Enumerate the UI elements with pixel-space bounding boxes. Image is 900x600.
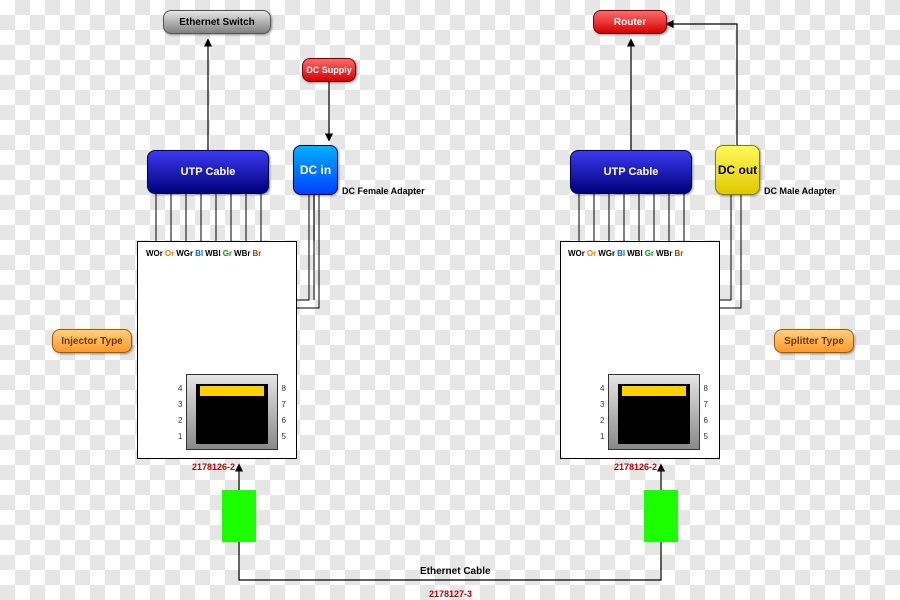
node-dc-out: DC out [715,145,760,195]
node-dc-supply: DC Supply [302,58,356,82]
label-dc-male-adapter: DC Male Adapter [764,186,836,196]
node-label: DC Supply [306,65,352,75]
node-label: DC out [718,163,757,177]
label-ethernet-cable: Ethernet Cable [420,566,491,577]
wire-labels-right: WOrOrWGrBlWBlGrWBrBr [568,249,685,258]
rj45-jack-right: 48372615 [608,374,700,450]
node-splitter-type: Splitter Type [774,329,854,353]
node-utp-cable-left: UTP Cable [147,150,269,194]
node-label: UTP Cable [181,166,236,178]
node-label: Injector Type [61,336,123,347]
rj45-jack-left: 48372615 [186,374,278,450]
node-label: Ethernet Switch [179,17,255,28]
node-injector-type: Injector Type [52,329,132,353]
part-number-left: 2178126-2 [192,462,235,472]
label-dc-female-adapter: DC Female Adapter [342,186,425,196]
node-label: Router [614,17,646,28]
diagram-stage: Ethernet Switch Router DC Supply UTP Cab… [0,0,900,600]
wire-labels-left: WOrOrWGrBlWBlGrWBrBr [146,249,263,258]
node-label: DC in [300,163,331,177]
node-label: Splitter Type [784,336,844,347]
part-number-bottom: 2178127-3 [429,589,472,599]
node-router: Router [593,10,667,34]
node-green-connector-left [222,490,256,542]
node-utp-cable-right: UTP Cable [570,150,692,194]
node-green-connector-right [644,490,678,542]
node-label: UTP Cable [604,166,659,178]
node-ethernet-switch: Ethernet Switch [163,10,271,34]
part-number-right: 2178126-2 [614,462,657,472]
wiring-svg [0,0,900,600]
node-dc-in: DC in [293,145,338,195]
